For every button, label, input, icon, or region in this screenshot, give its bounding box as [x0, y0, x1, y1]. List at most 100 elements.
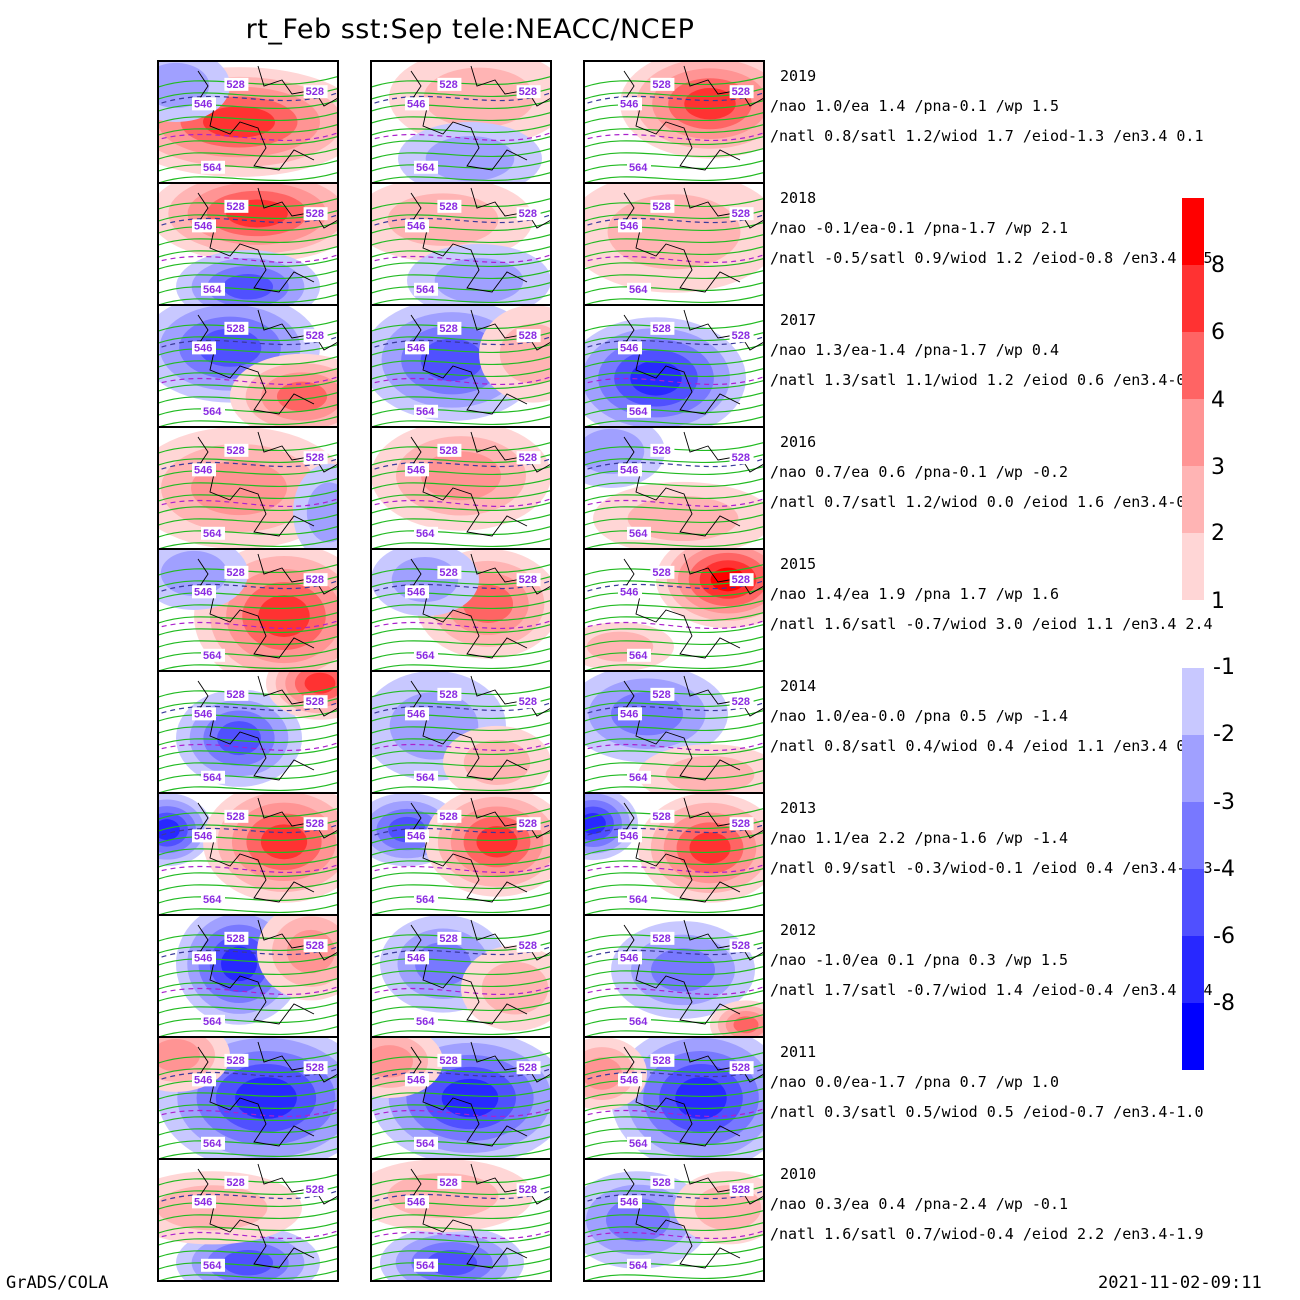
- contour-label: 528: [306, 574, 324, 586]
- contour-label: 528: [439, 79, 457, 91]
- contour-label: 528: [519, 208, 537, 220]
- contour-label: 528: [652, 1177, 670, 1189]
- contour-label: 564: [203, 162, 222, 174]
- year-label: 2015: [780, 555, 817, 573]
- contour-label: 546: [407, 708, 425, 720]
- colorbar-tick-label: -2: [1213, 722, 1235, 747]
- contour-label: 528: [732, 818, 750, 830]
- contour-label: 528: [519, 696, 537, 708]
- contour-label: 528: [226, 201, 244, 213]
- contour-label: 528: [732, 940, 750, 952]
- colorbar-swatch: [1182, 533, 1204, 600]
- map-panel: 528 546 528 564: [371, 1037, 551, 1159]
- contour-label: 564: [416, 406, 435, 418]
- contour-label: 546: [620, 342, 638, 354]
- contour-label: 528: [226, 1055, 244, 1067]
- contour-label: 546: [620, 220, 638, 232]
- map-panel: 528 546 528 564: [584, 183, 764, 305]
- year-label: 2010: [780, 1165, 817, 1183]
- year-info-block: 2016/nao 0.7/ea 0.6 /pna-0.1 /wp -0.2/na…: [770, 427, 1203, 517]
- map-panel-frame: [157, 1158, 339, 1282]
- map-panel: 528 546 528 564: [158, 305, 338, 427]
- contour-label: 528: [226, 811, 244, 823]
- colorbar-swatch: [1182, 332, 1204, 399]
- contour-label: 528: [306, 452, 324, 464]
- map-panel: 528 546 528 564: [158, 183, 338, 305]
- teleconnection-indices: /nao 1.0/ea 1.4 /pna-0.1 /wp 1.5: [770, 97, 1059, 115]
- contour-label: 546: [194, 586, 212, 598]
- year-label: 2013: [780, 799, 817, 817]
- contour-label: 528: [652, 323, 670, 335]
- map-panel-grid: 5285465285645285465285645285465285645285…: [157, 60, 765, 1282]
- map-panel-frame: [370, 1158, 552, 1282]
- teleconnection-indices: /nao 1.1/ea 2.2 /pna-1.6 /wp -1.4: [770, 829, 1069, 847]
- contour-label: 528: [652, 689, 670, 701]
- map-panel: 528 546 528 564: [584, 1037, 764, 1159]
- credit-label: GrADS/COLA: [6, 1273, 109, 1293]
- contour-label: 564: [203, 284, 222, 296]
- teleconnection-indices: /nao 0.0/ea-1.7 /pna 0.7 /wp 1.0: [770, 1073, 1059, 1091]
- contour-label: 528: [732, 696, 750, 708]
- year-label: 2014: [780, 677, 817, 695]
- sst-indices: /natl 0.8/satl 0.4/wiod 0.4 /eiod 1.1 /e…: [770, 737, 1204, 755]
- contour-label: 528: [519, 86, 537, 98]
- year-label: 2016: [780, 433, 817, 451]
- colorbar-swatch: [1182, 668, 1204, 735]
- contour-label: 528: [226, 1177, 244, 1189]
- contour-label: 564: [203, 1138, 222, 1150]
- contour-label: 528: [519, 452, 537, 464]
- contour-label: 546: [620, 830, 638, 842]
- contour-label: 564: [629, 528, 648, 540]
- contour-label: 564: [629, 1016, 648, 1028]
- figure-title: rt_Feb sst:Sep tele:NEACC/NCEP: [245, 14, 695, 45]
- contour-label: 564: [416, 894, 435, 906]
- year-info-block: 2019/nao 1.0/ea 1.4 /pna-0.1 /wp 1.5/nat…: [770, 61, 1203, 151]
- map-panel: 528 546 528 564: [371, 671, 551, 793]
- contour-label: 546: [407, 98, 425, 110]
- contour-label: 528: [226, 445, 244, 457]
- contour-label: 528: [652, 567, 670, 579]
- contour-label: 528: [652, 811, 670, 823]
- map-panel-frame: [583, 1158, 765, 1282]
- sst-indices: /natl 1.6/satl 0.7/wiod-0.4 /eiod 2.2 /e…: [770, 1225, 1204, 1243]
- year-info-block: 2011/nao 0.0/ea-1.7 /pna 0.7 /wp 1.0/nat…: [770, 1037, 1203, 1127]
- map-panel: 528 546 528 564: [158, 1159, 338, 1281]
- contour-label: 564: [203, 406, 222, 418]
- map-panel: 528 546 528 564: [371, 549, 551, 671]
- contour-label: 528: [439, 1177, 457, 1189]
- contour-label: 528: [439, 567, 457, 579]
- year-info-block: 2012/nao -1.0/ea 0.1 /pna 0.3 /wp 1.5/na…: [770, 915, 1213, 1005]
- colorbar-tick-label: -8: [1213, 991, 1235, 1016]
- contour-label: 528: [226, 323, 244, 335]
- contour-label: 528: [439, 201, 457, 213]
- contour-label: 528: [306, 1184, 324, 1196]
- map-panel: 528 546 528 564: [158, 427, 338, 549]
- map-panel: 528 546 528 564: [158, 915, 338, 1037]
- contour-label: 528: [519, 330, 537, 342]
- colorbar-swatch: [1182, 1003, 1204, 1070]
- contour-label: 564: [629, 894, 648, 906]
- sst-indices: /natl 0.3/satl 0.5/wiod 0.5 /eiod-0.7 /e…: [770, 1103, 1204, 1121]
- contour-label: 528: [306, 818, 324, 830]
- sst-indices: /natl -0.5/satl 0.9/wiod 1.2 /eiod-0.8 /…: [770, 249, 1213, 267]
- contour-label: 528: [652, 445, 670, 457]
- contour-label: 528: [732, 1062, 750, 1074]
- teleconnection-indices: /nao 1.0/ea-0.0 /pna 0.5 /wp -1.4: [770, 707, 1069, 725]
- contour-label: 546: [407, 220, 425, 232]
- contour-label: 528: [306, 86, 324, 98]
- contour-label: 528: [306, 208, 324, 220]
- contour-label: 564: [416, 1016, 435, 1028]
- colorbar-tick-label: -4: [1213, 857, 1235, 882]
- map-panel: 528 546 528 564: [371, 1159, 551, 1281]
- sst-indices: /natl 0.7/satl 1.2/wiod 0.0 /eiod 1.6 /e…: [770, 493, 1204, 511]
- map-panel: 528 546 528 564: [158, 61, 338, 183]
- map-panel: 528 546 528 564: [158, 1037, 338, 1159]
- contour-label: 546: [407, 952, 425, 964]
- colorbar-tick-label: 4: [1211, 388, 1225, 413]
- contour-label: 528: [439, 445, 457, 457]
- teleconnection-indices: /nao 0.7/ea 0.6 /pna-0.1 /wp -0.2: [770, 463, 1069, 481]
- contour-label: 528: [226, 79, 244, 91]
- contour-label: 546: [194, 1074, 212, 1086]
- map-panel: 528 546 528 564: [584, 671, 764, 793]
- contour-label: 564: [416, 1138, 435, 1150]
